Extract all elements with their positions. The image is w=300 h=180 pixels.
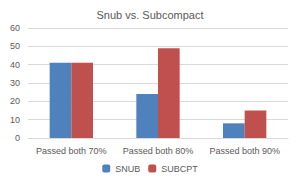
svg-text:Snub vs. Subcompact: Snub vs. Subcompact	[96, 9, 203, 21]
svg-text:10: 10	[10, 115, 20, 125]
svg-text:Passed both 80%: Passed both 80%	[123, 146, 194, 156]
svg-text:60: 60	[10, 23, 20, 33]
svg-text:SNUB: SNUB	[115, 164, 140, 174]
svg-text:20: 20	[10, 96, 20, 106]
svg-text:0: 0	[15, 133, 20, 143]
svg-text:SUBCPT: SUBCPT	[161, 164, 198, 174]
svg-text:40: 40	[10, 60, 20, 70]
svg-text:Passed both 90%: Passed both 90%	[209, 146, 280, 156]
svg-text:50: 50	[10, 41, 20, 51]
svg-text:Passed both 70%: Passed both 70%	[36, 146, 107, 156]
svg-text:30: 30	[10, 78, 20, 88]
